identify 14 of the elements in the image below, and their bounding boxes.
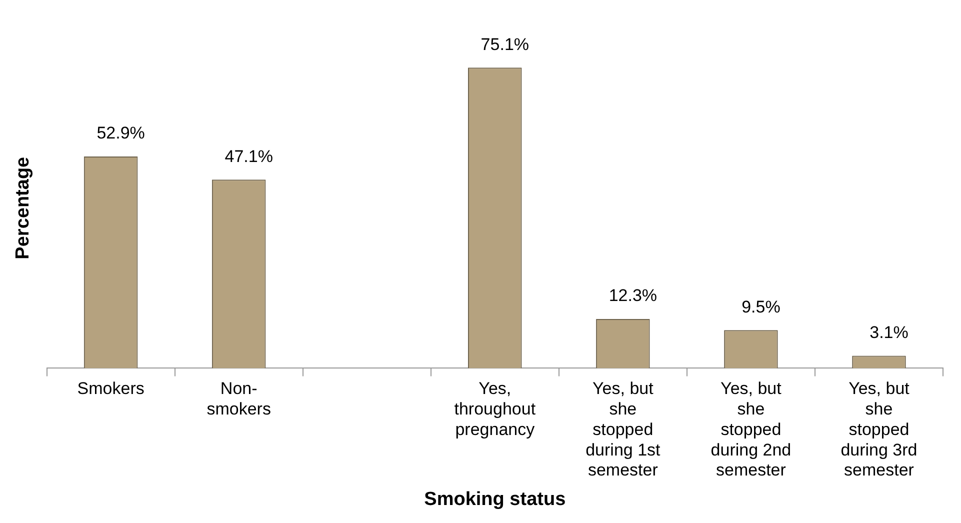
x-tick-label: Yes, but she stopped during 2nd semester bbox=[710, 379, 792, 480]
x-tick-label: Smokers bbox=[77, 379, 144, 398]
x-tick-label: Yes, but she stopped during 1st semester bbox=[586, 379, 661, 480]
data-label: 9.5% bbox=[742, 297, 780, 316]
x-tick-label: Non-smokers bbox=[206, 379, 271, 418]
x-tick-label: Yes, but she stopped during 3rd semester bbox=[840, 379, 918, 480]
x-tick-label: Yes, throughout pregnancy bbox=[454, 379, 536, 439]
data-label: 12.3% bbox=[608, 286, 658, 306]
y-axis-title: Percentage bbox=[12, 156, 34, 260]
data-label: 47.1% bbox=[224, 146, 273, 166]
data-label: 52.9% bbox=[96, 124, 145, 143]
data-label: 3.1% bbox=[870, 322, 908, 342]
x-axis-title: Smoking status bbox=[424, 488, 566, 510]
data-label: 75.1% bbox=[480, 34, 529, 54]
